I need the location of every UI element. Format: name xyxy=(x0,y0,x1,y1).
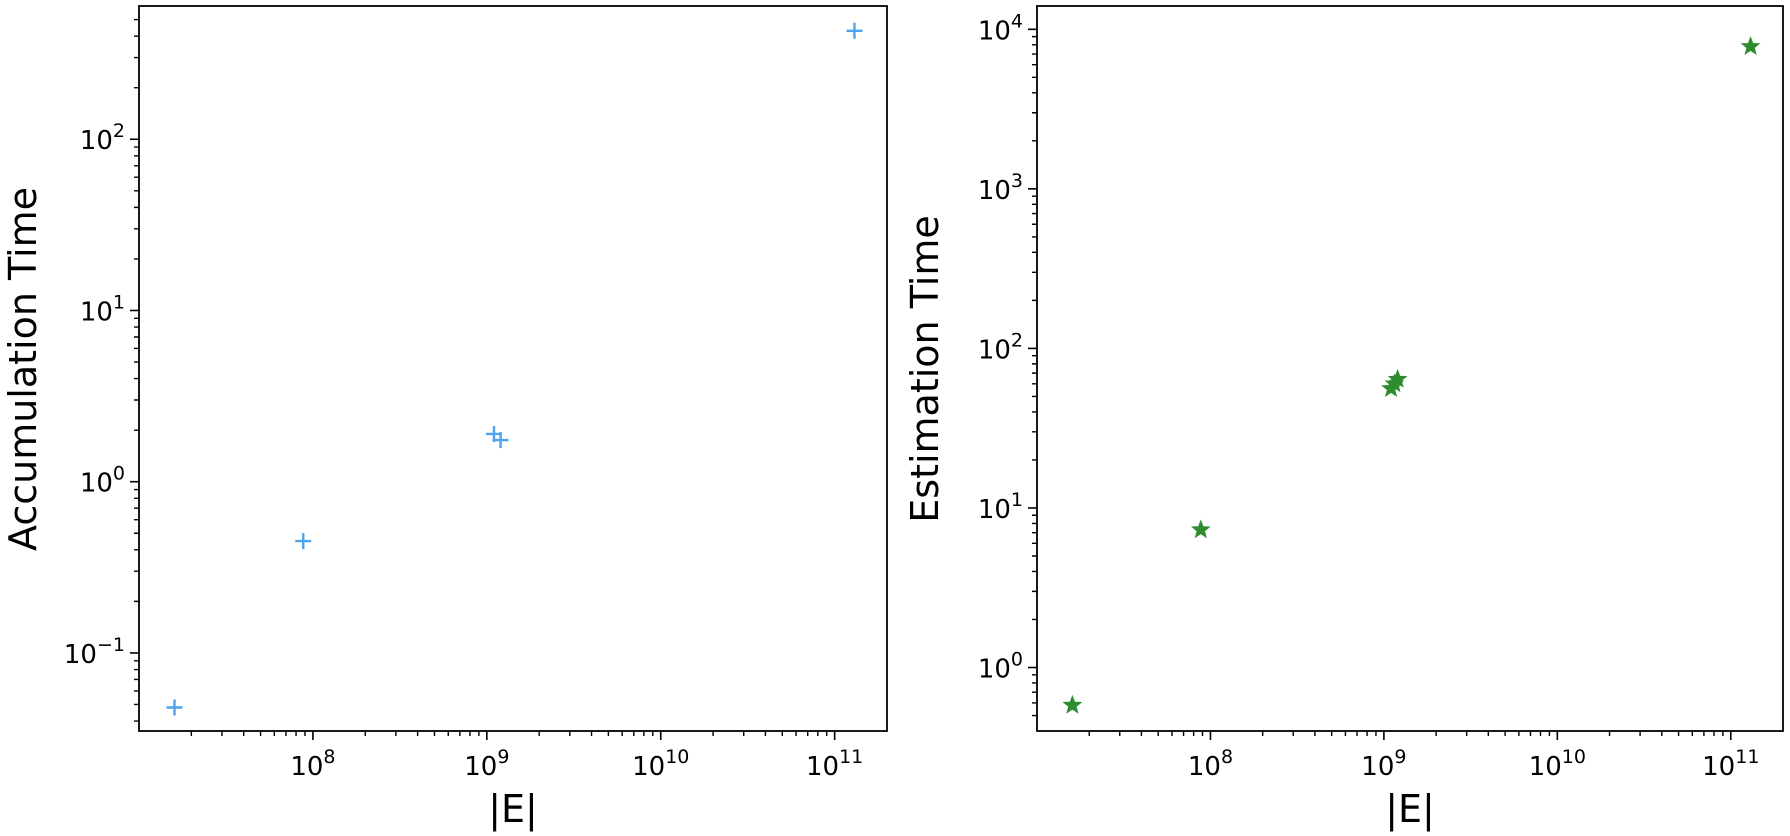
x-tick-label: 108 xyxy=(1188,746,1233,782)
data-point xyxy=(1387,368,1408,388)
x-tick-label: 1011 xyxy=(1702,746,1759,782)
plot-frame xyxy=(138,5,888,732)
y-axis-label: Accumulation Time xyxy=(1,187,45,551)
data-point xyxy=(1740,36,1761,55)
y-axis-label: Estimation Time xyxy=(903,215,947,522)
chart-panel-2: 108 109 1010 1011 100 101 102 103 104 |E| Estimati… xyxy=(903,5,1784,832)
data-point xyxy=(846,22,863,39)
y-tick-label: 102 xyxy=(80,120,125,156)
chart-panel-1: 108 109 1010 1011 10−1 100 101 102 |E| Accumulati… xyxy=(1,5,888,832)
x-tick-label: 109 xyxy=(464,746,509,782)
x-axis-label: |E| xyxy=(488,787,538,832)
minor-ticks xyxy=(134,18,828,736)
y-tick-label: 10−1 xyxy=(64,634,125,670)
x-tick-label: 109 xyxy=(1361,746,1406,782)
minor-ticks xyxy=(1032,35,1724,736)
y-tick-label: 100 xyxy=(978,649,1023,685)
x-tick-label: 1010 xyxy=(632,746,689,782)
x-axis-label: |E| xyxy=(1385,787,1435,832)
y-tick-label: 101 xyxy=(978,489,1023,525)
y-tick-label: 103 xyxy=(978,170,1023,206)
y-tick-label: 101 xyxy=(80,291,125,327)
x-tick-label: 1011 xyxy=(806,746,863,782)
y-tick-label: 100 xyxy=(80,463,125,499)
data-point xyxy=(1062,694,1083,714)
x-tick-label: 108 xyxy=(290,746,335,782)
x-tick-label: 1010 xyxy=(1529,746,1586,782)
plot-frame xyxy=(1036,5,1784,732)
y-tick-label: 102 xyxy=(978,329,1023,365)
data-point xyxy=(1190,519,1211,539)
y-tick-label: 104 xyxy=(978,10,1023,46)
data-point xyxy=(166,699,183,716)
data-point xyxy=(295,533,312,550)
data-point xyxy=(492,432,509,449)
